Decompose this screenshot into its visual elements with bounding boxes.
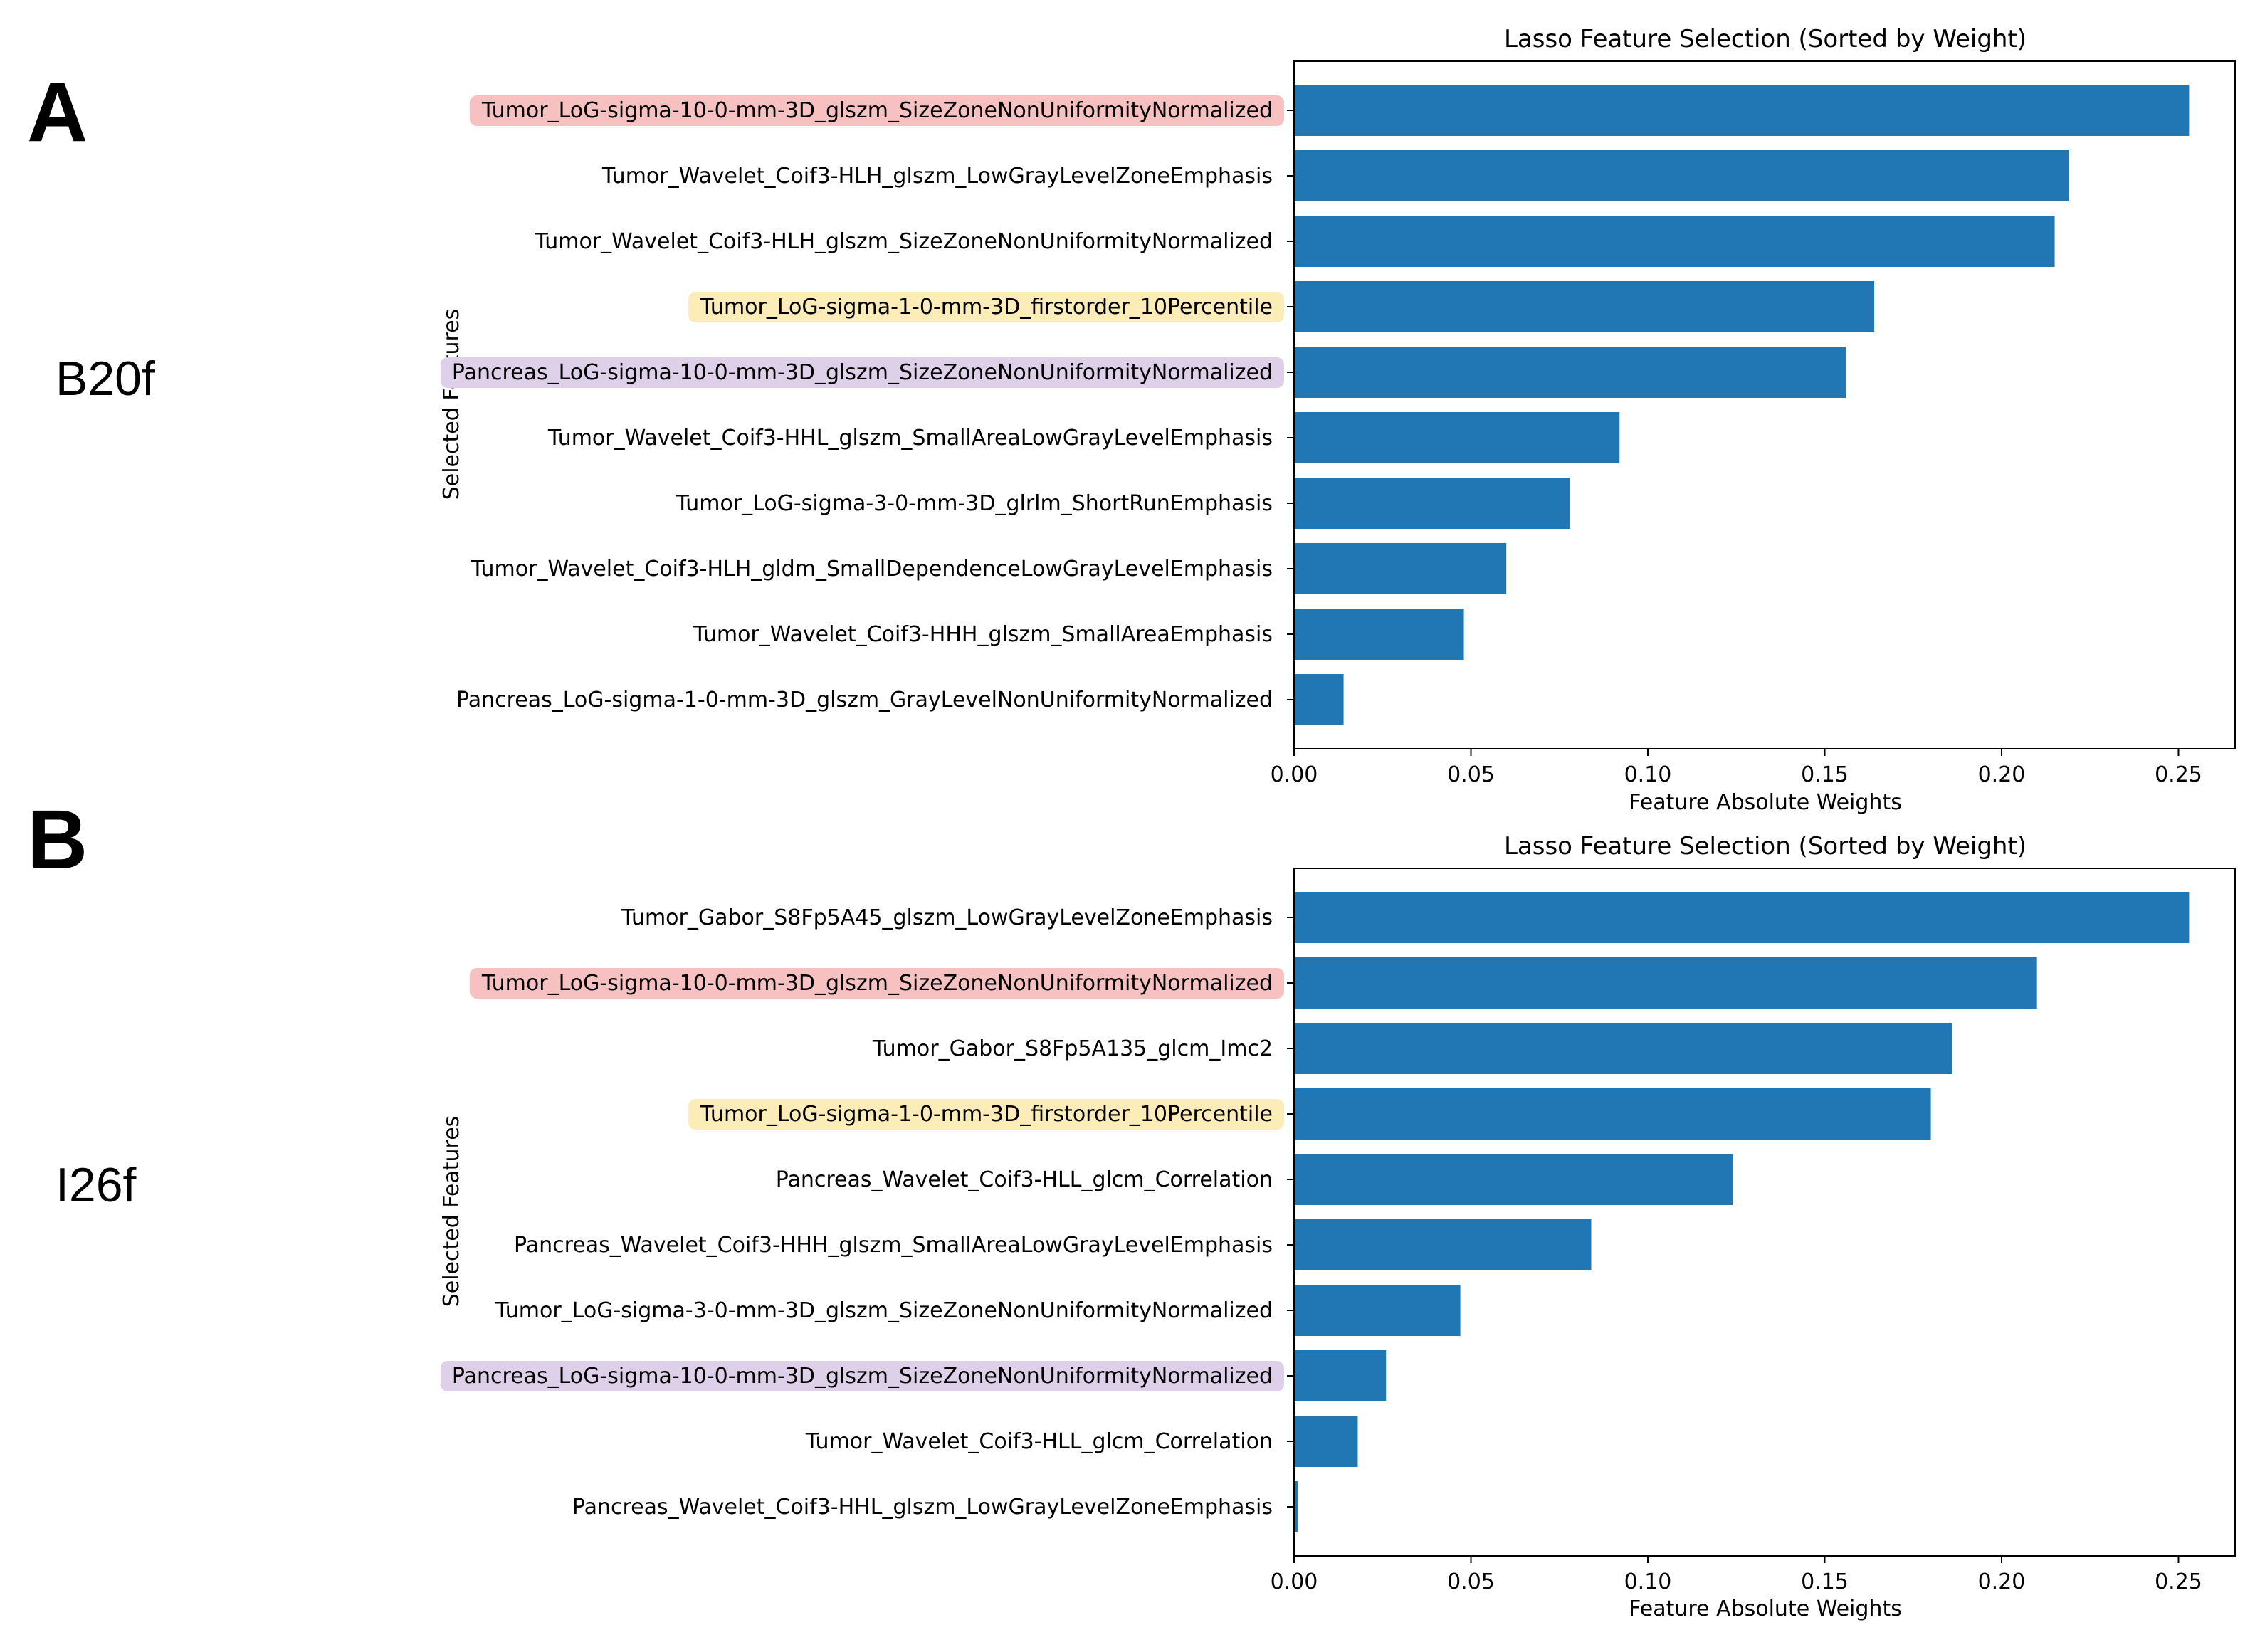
chart-b-highlight-8: [440, 1361, 1284, 1391]
chart-a-plot-frame: [1293, 60, 2236, 749]
chart-b-category-label-2: Tumor_LoG-sigma-10-0-mm-3D_glszm_SizeZon…: [481, 971, 1273, 996]
panel-letter-b: B: [27, 793, 88, 887]
chart-a-highlight-5: [440, 357, 1284, 388]
chart-b-bar-5: [1294, 1154, 1733, 1205]
chart-a-title: Lasso Feature Selection (Sorted by Weigh…: [1504, 25, 2027, 53]
chart-b-category-label-4: Tumor_LoG-sigma-1-0-mm-3D_firstorder_10P…: [700, 1102, 1273, 1127]
chart-a-highlight-4: [688, 292, 1284, 322]
chart-b-bar-7: [1294, 1285, 1461, 1336]
chart-a-category-label-5: Pancreas_LoG-sigma-10-0-mm-3D_glszm_Size…: [452, 360, 1273, 385]
chart-a-xtick-label-3: 0.10: [1624, 762, 1672, 787]
chart-b-xtick-label-3: 0.10: [1624, 1569, 1672, 1594]
chart-b-highlights: [440, 968, 1284, 1391]
chart-a-category-label-10: Pancreas_LoG-sigma-1-0-mm-3D_glszm_GrayL…: [456, 688, 1273, 712]
chart-a-xlabel: Feature Absolute Weights: [1629, 790, 1902, 815]
chart-a-category-label-8: Tumor_Wavelet_Coif3-HLH_gldm_SmallDepend…: [471, 557, 1273, 582]
chart-b-bar-6: [1294, 1219, 1592, 1270]
chart-a-bar-3: [1294, 216, 2055, 267]
chart-a-bar-5: [1294, 347, 1846, 398]
chart-b-xtick-label-5: 0.20: [1978, 1569, 2026, 1594]
chart-a-bar-2: [1294, 150, 2069, 201]
chart-a-category-label-7: Tumor_LoG-sigma-3-0-mm-3D_glrlm_ShortRun…: [675, 491, 1273, 516]
chart-b-highlight-4: [688, 1099, 1284, 1130]
chart-b-category-label-5: Pancreas_Wavelet_Coif3-HLL_glcm_Correlat…: [776, 1167, 1273, 1192]
chart-b-category-label-6: Pancreas_Wavelet_Coif3-HHH_glszm_SmallAr…: [514, 1233, 1273, 1258]
chart-b-category-label-3: Tumor_Gabor_S8Fp5A135_glcm_Imc2: [872, 1036, 1273, 1061]
chart-a-xtick-label-4: 0.15: [1801, 762, 1849, 787]
chart-b-xtick-label-2: 0.05: [1447, 1569, 1495, 1594]
chart-a-xtick-label-2: 0.05: [1447, 762, 1495, 787]
chart-b-bar-2: [1294, 957, 2037, 1009]
chart-a-bar-1: [1294, 85, 2190, 136]
chart-b: Lasso Feature Selection (Sorted by Weigh…: [439, 832, 2236, 1621]
chart-b-bar-9: [1294, 1416, 1358, 1467]
chart-a-bar-7: [1294, 478, 1570, 529]
chart-b-ylabel: Selected Features: [439, 1116, 464, 1308]
chart-a-ylabel: Selected Features: [439, 309, 464, 500]
chart-b-xtick-label-6: 0.25: [2155, 1569, 2202, 1594]
chart-a-highlight-1: [469, 95, 1284, 126]
chart-b-highlight-2: [469, 968, 1284, 999]
panel-letter-a: A: [27, 65, 88, 159]
chart-b-category-label-7: Tumor_LoG-sigma-3-0-mm-3D_glszm_SizeZone…: [495, 1298, 1273, 1323]
chart-a-highlights: [440, 95, 1284, 388]
chart-a-xtick-label-5: 0.20: [1978, 762, 2026, 787]
chart-b-bar-10: [1294, 1481, 1298, 1532]
chart-b-category-label-9: Tumor_Wavelet_Coif3-HLL_glcm_Correlation: [805, 1429, 1273, 1454]
panel-name-i26f: I26f: [56, 1158, 137, 1212]
chart-b-xtick-label-1: 0.00: [1271, 1569, 1318, 1594]
chart-b-plot-frame: [1293, 868, 2236, 1557]
chart-a-bar-10: [1294, 674, 1344, 725]
chart-b-category-label-10: Pancreas_Wavelet_Coif3-HHL_glszm_LowGray…: [572, 1495, 1273, 1520]
chart-a-xtick-label-6: 0.25: [2155, 762, 2202, 787]
chart-a-category-label-6: Tumor_Wavelet_Coif3-HHL_glszm_SmallAreaL…: [547, 426, 1273, 451]
chart-b-xtick-label-4: 0.15: [1801, 1569, 1849, 1594]
chart-a-bar-8: [1294, 543, 1507, 594]
chart-b-bar-8: [1294, 1350, 1387, 1401]
chart-b-bar-3: [1294, 1023, 1952, 1074]
chart-a-category-label-4: Tumor_LoG-sigma-1-0-mm-3D_firstorder_10P…: [700, 295, 1273, 320]
chart-b-bar-4: [1294, 1088, 1931, 1140]
chart-a-category-label-1: Tumor_LoG-sigma-10-0-mm-3D_glszm_SizeZon…: [481, 98, 1273, 123]
chart-b-category-label-1: Tumor_Gabor_S8Fp5A45_glszm_LowGrayLevelZ…: [621, 905, 1273, 930]
chart-a-category-label-2: Tumor_Wavelet_Coif3-HLH_glszm_LowGrayLev…: [601, 164, 1273, 189]
chart-a: Lasso Feature Selection (Sorted by Weigh…: [439, 25, 2236, 815]
chart-b-category-label-8: Pancreas_LoG-sigma-10-0-mm-3D_glszm_Size…: [452, 1364, 1273, 1389]
chart-a-bar-6: [1294, 412, 1620, 463]
chart-b-bar-1: [1294, 892, 2190, 943]
chart-a-category-label-3: Tumor_Wavelet_Coif3-HLH_glszm_SizeZoneNo…: [534, 229, 1273, 254]
chart-a-bar-9: [1294, 609, 1464, 660]
chart-b-xlabel: Feature Absolute Weights: [1629, 1596, 1902, 1621]
panel-name-b20f: B20f: [56, 352, 155, 406]
chart-a-xtick-label-1: 0.00: [1271, 762, 1318, 787]
chart-a-category-label-9: Tumor_Wavelet_Coif3-HHH_glszm_SmallAreaE…: [693, 622, 1273, 647]
chart-a-bar-4: [1294, 281, 1875, 332]
chart-b-title: Lasso Feature Selection (Sorted by Weigh…: [1504, 832, 2027, 861]
